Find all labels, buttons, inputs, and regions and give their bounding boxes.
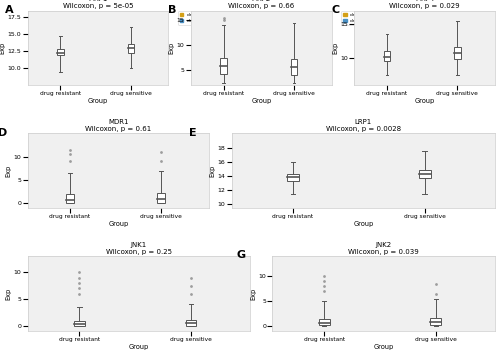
Bar <box>384 51 390 61</box>
Text: A: A <box>5 5 14 14</box>
Title: MRP2
Wilcoxon, p = 0.66: MRP2 Wilcoxon, p = 0.66 <box>228 0 294 9</box>
X-axis label: Group: Group <box>128 344 149 350</box>
Title: JNK2
Wilcoxon, p = 0.039: JNK2 Wilcoxon, p = 0.039 <box>348 241 419 254</box>
X-axis label: Group: Group <box>414 99 434 105</box>
Bar <box>319 320 330 325</box>
Legend: drug resistant, drug sensitive: drug resistant, drug sensitive <box>234 134 276 147</box>
Bar <box>128 44 134 53</box>
Bar <box>57 49 64 55</box>
Y-axis label: Exp: Exp <box>6 165 12 177</box>
Bar <box>287 174 299 181</box>
Bar <box>418 170 431 178</box>
Y-axis label: Exp: Exp <box>168 42 174 54</box>
Y-axis label: Exp: Exp <box>332 42 338 54</box>
Bar <box>74 321 85 326</box>
Text: E: E <box>190 127 197 138</box>
Bar <box>291 59 298 75</box>
Text: G: G <box>237 250 246 260</box>
Bar <box>220 58 227 74</box>
Legend: drug resistant, drug sensitive: drug resistant, drug sensitive <box>178 11 220 25</box>
Text: D: D <box>0 127 8 138</box>
X-axis label: Group: Group <box>251 99 272 105</box>
Legend: drug resistant, drug sensitive: drug resistant, drug sensitive <box>341 11 383 25</box>
Y-axis label: Exp: Exp <box>250 288 256 300</box>
Title: LRP1
Wilcoxon, p = 0.0028: LRP1 Wilcoxon, p = 0.0028 <box>326 119 401 132</box>
Bar <box>186 320 196 326</box>
X-axis label: Group: Group <box>353 221 374 227</box>
Title: MRP1
Wilcoxon, p = 5e-05: MRP1 Wilcoxon, p = 5e-05 <box>62 0 133 9</box>
Y-axis label: Exp: Exp <box>210 165 216 177</box>
X-axis label: Group: Group <box>88 99 108 105</box>
Title: MRP4
Wilcoxon, p = 0.029: MRP4 Wilcoxon, p = 0.029 <box>389 0 460 9</box>
Bar <box>156 193 165 203</box>
Text: B: B <box>168 5 176 14</box>
Bar <box>454 47 460 59</box>
Title: MDR1
Wilcoxon, p = 0.61: MDR1 Wilcoxon, p = 0.61 <box>86 119 152 132</box>
Title: JNK1
Wilcoxon, p = 0.25: JNK1 Wilcoxon, p = 0.25 <box>106 241 172 254</box>
X-axis label: Group: Group <box>374 344 394 350</box>
Bar <box>430 319 441 325</box>
X-axis label: Group: Group <box>108 221 128 227</box>
Legend: drug resistant, drug sensitive: drug resistant, drug sensitive <box>290 257 333 270</box>
Text: C: C <box>332 5 340 14</box>
Y-axis label: Exp: Exp <box>6 288 12 300</box>
Bar <box>66 194 74 203</box>
Y-axis label: Exp: Exp <box>0 42 6 54</box>
